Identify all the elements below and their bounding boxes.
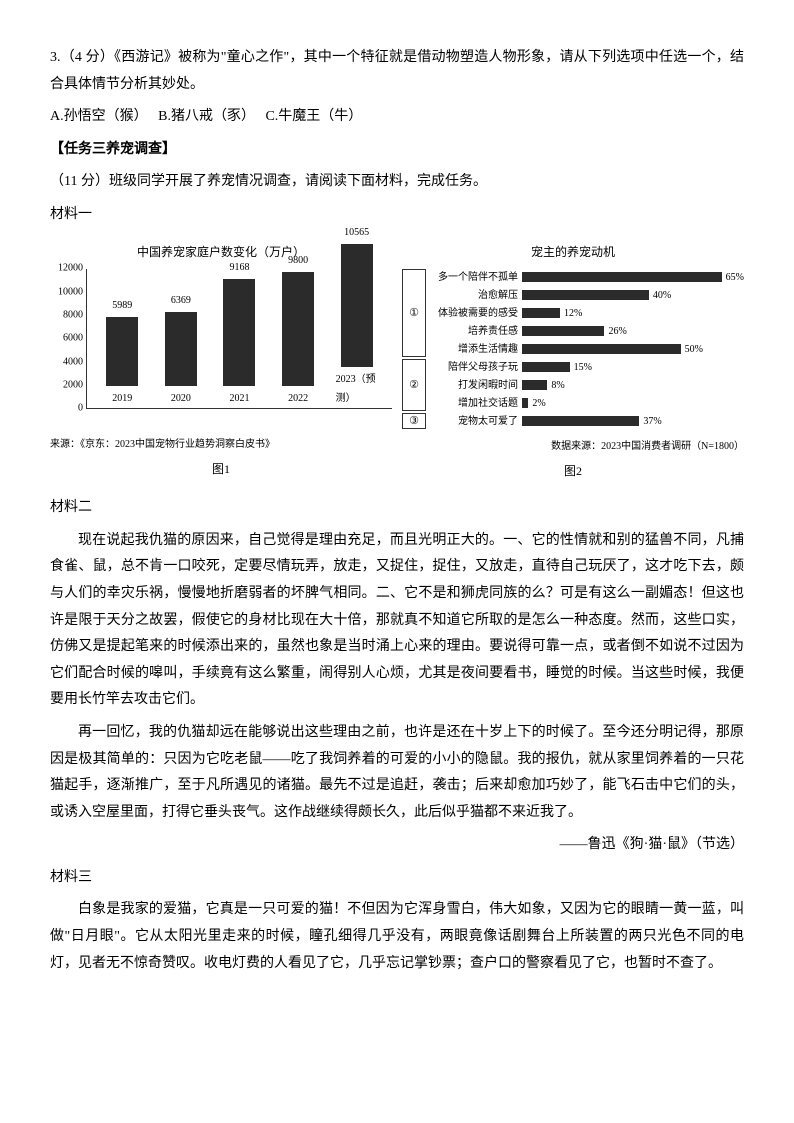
passage2-p2: 再一回忆，我的仇猫却远在能够说出这些理由之前，也许是还在十岁上下的时候了。至今还… <box>50 720 744 826</box>
chart2-plot: ①② ③ 多一个陪伴不孤单65% 治愈解压40% 体验被需要的感受12% 培养责任感26… <box>402 269 744 431</box>
chart1-ytick: 10000 <box>51 282 83 301</box>
chart1-plot: 0200040006000800010000120005989201963692… <box>50 269 392 429</box>
passage3-p1: 白象是我家的爱猫，它真是一只可爱的猫！不但因为它浑身雪白，伟大如象，又因为它的眼… <box>50 897 744 977</box>
chart1-ytick: 0 <box>51 399 83 418</box>
chart1-bar: 59892019 <box>101 296 143 409</box>
chart2-row: 多一个陪伴不孤单65% <box>430 269 744 285</box>
option-a[interactable]: A.孙悟空（猴） <box>50 109 148 124</box>
option-b[interactable]: B.猪八戒（豕） <box>158 109 255 124</box>
chart2-row: 培养责任感26% <box>430 323 744 339</box>
chart1-ytick: 8000 <box>51 306 83 325</box>
chart1-ytick: 12000 <box>51 259 83 278</box>
task3-intro: （11 分）班级同学开展了养宠情况调查，请阅读下面材料，完成任务。 <box>50 169 744 196</box>
chart-2: 宠主的养宠动机 ①② ③ 多一个陪伴不孤单65% 治愈解压40% 体验被需要的感受12… <box>402 241 744 484</box>
chart2-row: 陪伴父母孩子玩15% <box>430 359 744 375</box>
chart-1: 中国养宠家庭户数变化（万户） 0200040006000800010000120… <box>50 241 392 484</box>
charts-container: 中国养宠家庭户数变化（万户） 0200040006000800010000120… <box>50 241 744 484</box>
chart1-ytick: 6000 <box>51 329 83 348</box>
chart1-ytick: 2000 <box>51 376 83 395</box>
option-c[interactable]: C.牛魔王（牛） <box>265 109 362 124</box>
chart1-bar: 63692020 <box>160 291 202 408</box>
chart1-bar: 98002022 <box>277 251 319 408</box>
question-3-options: A.孙悟空（猴） B.猪八戒（豕） C.牛魔王（牛） <box>50 104 744 131</box>
chart2-group: ① <box>402 269 426 357</box>
material-1-label: 材料一 <box>50 202 744 229</box>
chart2-row: 宠物太可爱了37% <box>430 413 744 429</box>
chart2-row: 打发闲暇时间8% <box>430 377 744 393</box>
material-2-label: 材料二 <box>50 495 744 522</box>
passage2-attribution: ——鲁迅《狗·猫·鼠》（节选） <box>50 832 744 859</box>
chart2-row: 增加社交话题2% <box>430 395 744 411</box>
chart1-source: 来源：《京东：2023中国宠物行业趋势洞察白皮书》 <box>50 435 392 454</box>
chart2-group: ② <box>402 359 426 411</box>
question-3-text: 3.（4 分）《西游记》被称为"童心之作"，其中一个特征就是借动物塑造人物形象，… <box>50 45 744 98</box>
chart2-group: ③ <box>402 413 426 429</box>
material-3-label: 材料三 <box>50 865 744 892</box>
chart1-bar: 105652023（预测） <box>336 223 378 408</box>
chart2-row: 增添生活情趣50% <box>430 341 744 357</box>
chart1-bar: 91682021 <box>218 258 260 408</box>
chart2-source: 数据来源：2023中国消费者调研（N=1800） <box>402 437 744 456</box>
chart1-caption: 图1 <box>50 458 392 481</box>
task3-heading: 【任务三养宠调查】 <box>50 137 744 164</box>
chart2-title: 宠主的养宠动机 <box>402 241 744 264</box>
chart1-ytick: 4000 <box>51 352 83 371</box>
chart2-row: 治愈解压40% <box>430 287 744 303</box>
chart2-caption: 图2 <box>402 460 744 483</box>
passage2-p1: 现在说起我仇猫的原因来，自己觉得是理由充足，而且光明正大的。一、它的性情就和别的… <box>50 528 744 714</box>
chart2-row: 体验被需要的感受12% <box>430 305 744 321</box>
